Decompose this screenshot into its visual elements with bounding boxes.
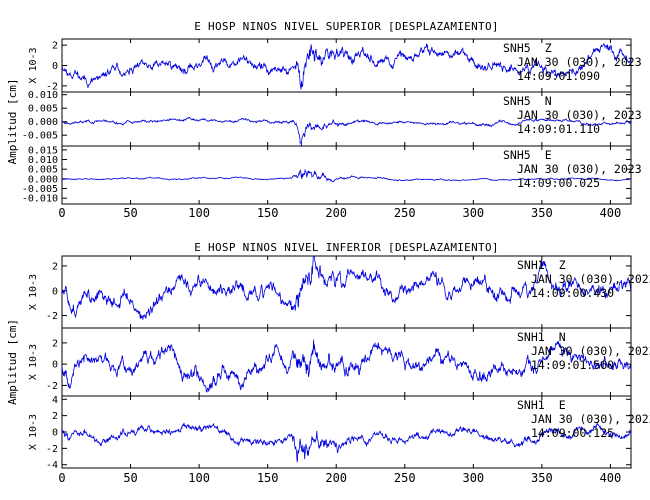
x-tick-label: 0 <box>58 471 65 485</box>
y-tick-label: 2 <box>52 411 58 422</box>
station-label: SNH1 Z <box>517 258 566 272</box>
component-code: E <box>559 398 566 412</box>
y-scale-label: X 10-3 <box>28 47 39 83</box>
waveform-trace <box>62 256 631 320</box>
chart-title: E HOSP NINOS NIVEL INFERIOR [DESPLAZAMIE… <box>194 241 499 254</box>
record-time: 14:09:01.110 <box>517 122 600 136</box>
y-scale-label: X 10-3 <box>28 414 39 450</box>
y-tick-label: -0.010 <box>22 194 58 205</box>
x-tick-label: 200 <box>325 471 347 485</box>
record-date: JAN 30 (030), 2023 <box>531 272 650 286</box>
station-label: SNH1 N <box>517 330 566 344</box>
record-date: JAN 30 (030), 2023 <box>531 412 650 426</box>
y-tick-label: 0.015 <box>28 145 58 156</box>
y-tick-label: 0 <box>52 61 58 72</box>
station-code: SNH1 <box>517 330 545 344</box>
y-tick-label: -2 <box>46 311 58 322</box>
record-time: 14:09:00.025 <box>517 176 600 190</box>
waveform-trace <box>62 339 631 393</box>
y-tick-label: 0.010 <box>28 90 58 101</box>
x-tick-label: 400 <box>600 206 622 220</box>
y-scale-label: X 10-3 <box>28 274 39 310</box>
x-tick-label: 100 <box>188 471 210 485</box>
y-tick-label: -2 <box>46 381 58 392</box>
y-tick-label: 2 <box>52 261 58 272</box>
panel-frame <box>61 145 632 205</box>
record-time: 14:09:00.430 <box>531 286 614 300</box>
component-code: N <box>545 94 552 108</box>
waveform-trace <box>62 42 631 90</box>
y-tick-label: 2 <box>52 41 58 52</box>
y-tick-label: 0 <box>52 360 58 371</box>
component-code: Z <box>545 41 552 55</box>
y-tick-label: 0 <box>52 286 58 297</box>
station-code: SNH5 <box>503 41 531 55</box>
x-tick-label: 50 <box>123 471 137 485</box>
record-time: 14:09:00.125 <box>531 426 614 440</box>
x-tick-label: 400 <box>600 471 622 485</box>
y-tick-label: -2 <box>46 444 58 455</box>
station-label: SNH5 E <box>503 148 552 162</box>
waveform-trace <box>62 116 631 146</box>
y-tick-label: 0.005 <box>28 165 58 176</box>
record-time: 14:09:01.560 <box>531 358 614 372</box>
x-tick-label: 350 <box>531 471 553 485</box>
x-tick-label: 250 <box>394 471 416 485</box>
y-tick-label: 0.005 <box>28 104 58 115</box>
y-tick-label: 0.000 <box>28 174 58 185</box>
record-date: JAN 30 (030), 2023 <box>517 162 642 176</box>
y-tick-label: 0.000 <box>28 117 58 128</box>
y-scale-label: X 10-3 <box>28 344 39 380</box>
y-tick-label: 0.010 <box>28 155 58 166</box>
x-tick-label: 50 <box>123 206 137 220</box>
waveform-trace <box>62 168 631 183</box>
x-tick-label: 300 <box>462 206 484 220</box>
y-tick-label: -2 <box>46 81 58 92</box>
station-code: SNH5 <box>503 148 531 162</box>
component-code: Z <box>559 258 566 272</box>
chart-inferior: E HOSP NINOS NIVEL INFERIOR [DESPLAZAMIE… <box>6 241 650 485</box>
x-tick-label: 250 <box>394 206 416 220</box>
station-code: SNH1 <box>517 398 545 412</box>
y-tick-label: 4 <box>52 395 58 406</box>
y-tick-label: -0.005 <box>22 131 58 142</box>
station-code: SNH5 <box>503 94 531 108</box>
record-date: JAN 30 (030), 2023 <box>517 55 642 69</box>
y-tick-label: 2 <box>52 338 58 349</box>
station-code: SNH1 <box>517 258 545 272</box>
x-tick-label: 0 <box>58 206 65 220</box>
component-code: N <box>559 330 566 344</box>
record-time: 14:09:01.090 <box>517 69 600 83</box>
y-axis-label: Amplitud [cm] <box>6 319 19 405</box>
y-tick-label: -4 <box>46 460 58 471</box>
record-date: JAN 30 (030), 2023 <box>531 344 650 358</box>
x-tick-label: 350 <box>531 206 553 220</box>
chart-superior: E HOSP NINOS NIVEL SUPERIOR [DESPLAZAMIE… <box>6 20 642 220</box>
station-label: SNH1 E <box>517 398 566 412</box>
x-tick-label: 300 <box>462 471 484 485</box>
chart-title: E HOSP NINOS NIVEL SUPERIOR [DESPLAZAMIE… <box>194 20 499 33</box>
x-tick-label: 150 <box>257 471 279 485</box>
component-code: E <box>545 148 552 162</box>
x-tick-label: 150 <box>257 206 279 220</box>
record-date: JAN 30 (030), 2023 <box>517 108 642 122</box>
x-tick-label: 200 <box>325 206 347 220</box>
y-axis-label: Amplitud [cm] <box>6 78 19 164</box>
waveform-trace <box>62 422 631 463</box>
y-tick-label: -0.005 <box>22 184 58 195</box>
x-tick-label: 100 <box>188 206 210 220</box>
station-label: SNH5 N <box>503 94 552 108</box>
y-tick-label: 0 <box>52 428 58 439</box>
station-label: SNH5 Z <box>503 41 552 55</box>
